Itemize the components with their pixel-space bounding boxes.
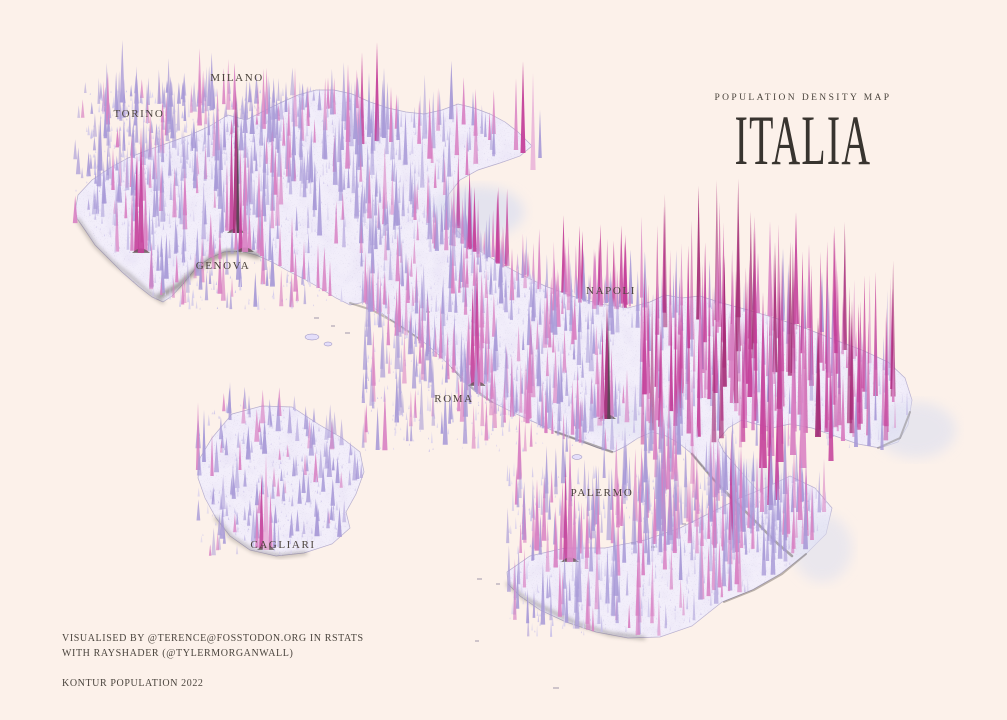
city-label-torino: TORINO bbox=[113, 108, 165, 120]
city-label-genova: GENOVA bbox=[195, 260, 251, 272]
city-label-palermo: PALERMO bbox=[570, 487, 634, 499]
data-source: KONTUR POPULATION 2022 bbox=[62, 678, 204, 689]
city-label-milano: MILANO bbox=[210, 72, 264, 84]
island-elba bbox=[304, 333, 320, 341]
map-title: ITALIA bbox=[734, 102, 872, 181]
population-spikes bbox=[72, 40, 908, 637]
map-subtitle: POPULATION DENSITY MAP bbox=[714, 93, 892, 103]
city-label-cagliari: CAGLIARI bbox=[250, 539, 316, 551]
credits-block: VISUALISED BY @TERENCE@FOSSTODON.ORG IN … bbox=[62, 632, 364, 692]
credit-line-1: VISUALISED BY @TERENCE@FOSSTODON.ORG IN … bbox=[62, 633, 364, 644]
island-small bbox=[323, 341, 333, 347]
city-label-napoli: NAPOLI bbox=[586, 285, 636, 297]
island-ischia bbox=[571, 454, 583, 460]
credit-line-2: WITH RAYSHADER (@TYLERMORGANWALL) bbox=[62, 647, 294, 659]
city-label-roma: ROMA bbox=[434, 393, 474, 405]
title-block: POPULATION DENSITY MAP ITALIA bbox=[633, 93, 973, 177]
